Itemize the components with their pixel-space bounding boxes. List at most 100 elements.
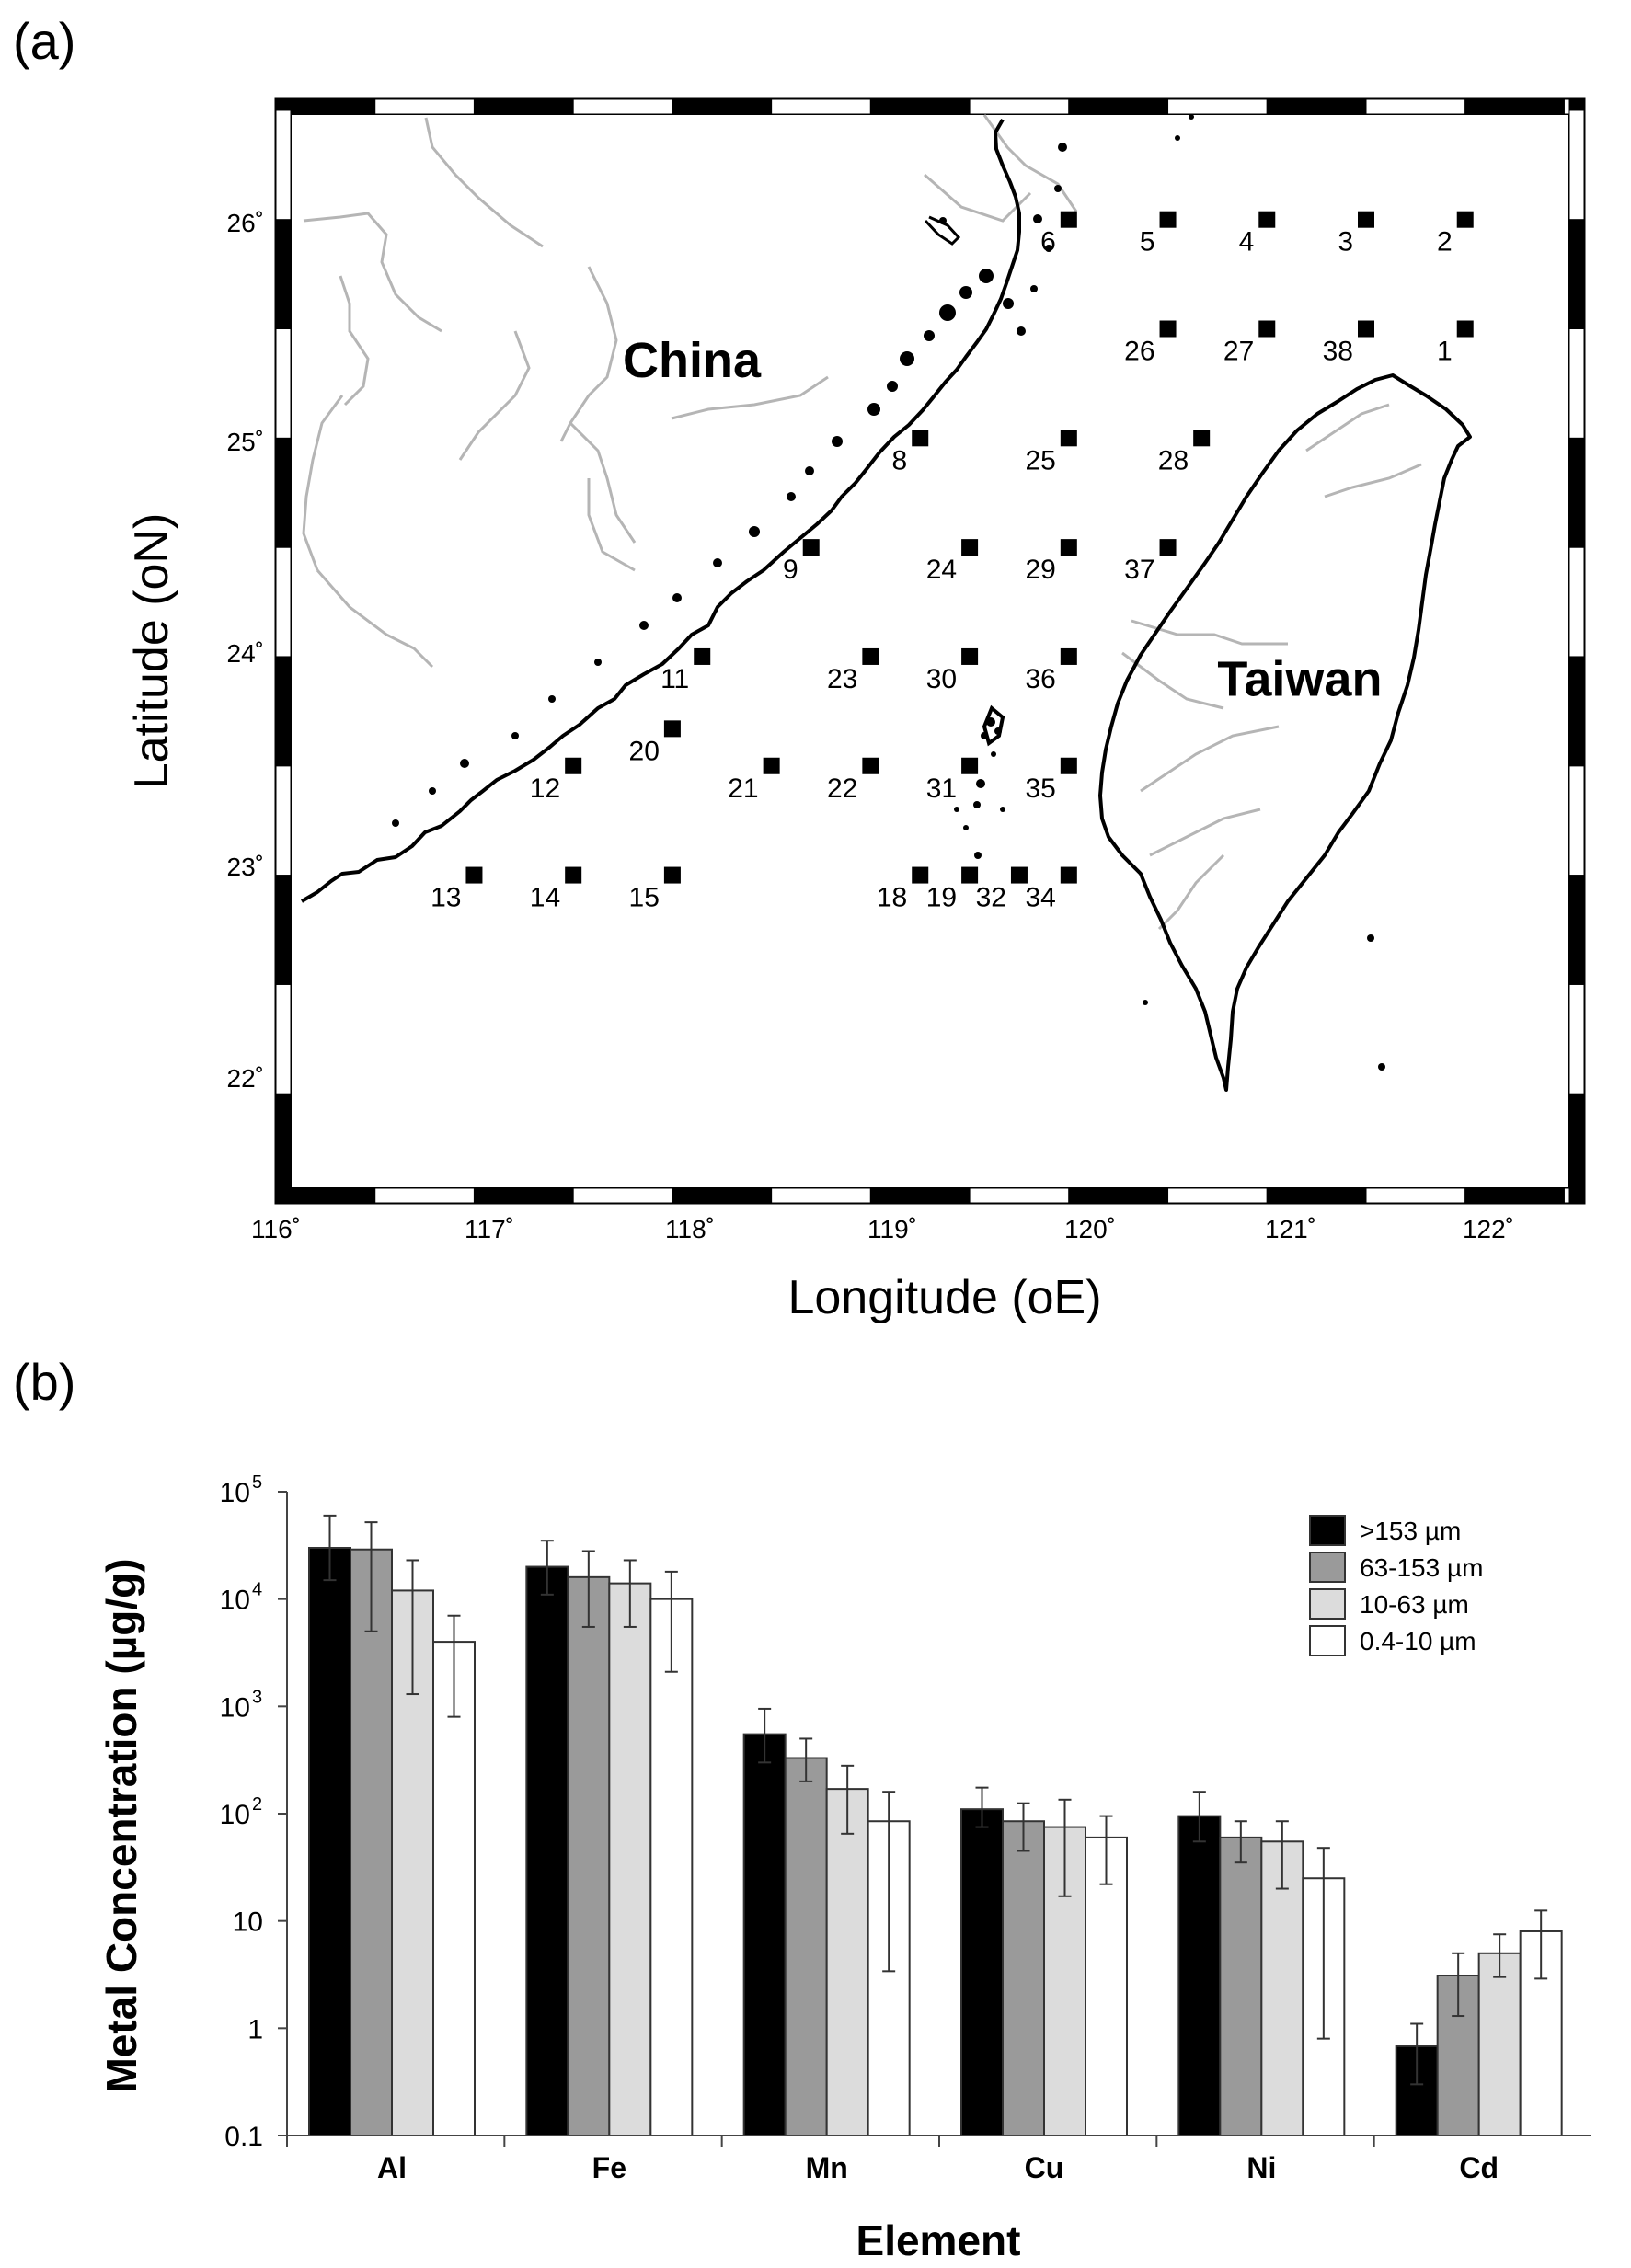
station-marker-38 [1358, 320, 1374, 338]
station-marker-26 [1159, 320, 1177, 338]
station-label-38: 38 [1323, 337, 1353, 367]
bar-cd-series-2 [1477, 1952, 1522, 2137]
bar-cu-series-1 [1002, 1820, 1045, 2137]
station-label-3: 3 [1338, 227, 1353, 258]
bar-y-tick-exponent: 2 [252, 1794, 262, 1815]
frame-segment-bottom [1068, 1187, 1169, 1204]
station-label-24: 24 [926, 555, 957, 585]
frame-segment-bottom [572, 1187, 673, 1204]
panel-b-label: (b) [13, 1353, 75, 1411]
bar-y-tick-exponent: 5 [252, 1472, 262, 1493]
frame-segment-right [1568, 219, 1585, 330]
frame-segment-right [1568, 875, 1585, 985]
station-label-20: 20 [629, 736, 660, 766]
bar-mn-series-1 [784, 1757, 828, 2136]
frame-segment-right [1568, 765, 1585, 876]
bar-cu-series-3 [1085, 1836, 1128, 2136]
frame-segment-left [275, 219, 292, 330]
frame-segment-top [1167, 98, 1268, 115]
bar-y-tick-label: 10 [233, 1907, 263, 1938]
frame-segment-left [275, 1093, 292, 1204]
station-marker-6 [1060, 211, 1077, 228]
frame-segment-left [275, 109, 292, 221]
frame-segment-right [1568, 109, 1585, 221]
station-label-2: 2 [1437, 227, 1453, 258]
rivers [302, 114, 1422, 931]
frame-segment-left [275, 656, 292, 767]
bar-y-axis-title: Metal Concentration (µg/g) [98, 1558, 145, 2092]
y-tick-26: 26˚ [227, 209, 264, 237]
x-tick-120: 120˚ [1064, 1215, 1116, 1243]
frame-segment-bottom [869, 1187, 971, 1204]
map-y-axis-title: Latitude (oN) [125, 513, 178, 790]
station-label-6: 6 [1040, 227, 1056, 258]
frame-segment-bottom [771, 1187, 871, 1204]
station-label-11: 11 [660, 664, 689, 694]
station-label-36: 36 [1025, 664, 1055, 694]
map-panel: 116˚ 117˚ 118˚ 119˚ 120˚ 121˚ 122˚ 26˚ 2… [125, 97, 1586, 1324]
station-label-15: 15 [629, 883, 660, 913]
bar-mn-series-0 [742, 1733, 787, 2137]
panel-a-label: (a) [13, 12, 75, 70]
station-label-32: 32 [976, 883, 1006, 913]
x-tick-121: 121˚ [1265, 1215, 1316, 1243]
bar-fe-series-0 [525, 1565, 569, 2136]
frame-segment-top [672, 98, 773, 115]
frame-segment-bottom [1464, 1187, 1565, 1204]
station-marker-2 [1456, 211, 1474, 228]
frame-segment-bottom [672, 1187, 773, 1204]
bar-y-tick-label: 10 [220, 1692, 250, 1723]
bar-fe-series-1 [567, 1575, 611, 2136]
bar-x-ticks: Al Fe Mn Cu Ni Cd [286, 2136, 1499, 2184]
station-marker-11 [694, 647, 711, 665]
station-marker-34 [1060, 866, 1077, 884]
bar-category-label-al: Al [377, 2151, 407, 2184]
station-marker-20 [663, 720, 681, 738]
station-marker-14 [565, 866, 582, 884]
bar-y-tick-exponent: 4 [252, 1580, 262, 1600]
legend-swatch-3 [1309, 1625, 1346, 1656]
frame-segment-top [1266, 98, 1367, 115]
frame-segment-top [1464, 98, 1565, 115]
legend-label-0: >153 µm [1360, 1517, 1461, 1545]
station-marker-35 [1060, 757, 1077, 774]
station-marker-28 [1193, 430, 1211, 447]
station-label-25: 25 [1025, 445, 1055, 475]
bar-x-axis-title: Element [856, 2216, 1021, 2264]
bar-fe-series-3 [649, 1598, 694, 2136]
station-marker-27 [1258, 320, 1276, 338]
station-label-4: 4 [1239, 227, 1255, 258]
station-marker-32 [1010, 866, 1028, 884]
frame-segment-left [275, 983, 292, 1094]
frame-segment-right [1568, 1093, 1585, 1204]
station-label-12: 12 [530, 773, 560, 804]
station-label-9: 9 [783, 555, 798, 585]
frame-segment-left [275, 765, 292, 876]
frame-segment-top [771, 98, 871, 115]
station-marker-5 [1159, 211, 1177, 228]
bar-y-tick-label: 10 [220, 1586, 250, 1616]
frame-segment-left [275, 875, 292, 985]
bar-legend: >153 µm 63-153 µm 10-63 µm 0.4-10 µm [1309, 1515, 1483, 1656]
station-marker-8 [912, 430, 929, 447]
station-label-28: 28 [1158, 445, 1189, 475]
station-marker-24 [961, 539, 979, 556]
station-marker-3 [1358, 211, 1374, 228]
frame-segment-top [969, 98, 1070, 115]
frame-segment-right [1568, 98, 1585, 111]
bar-y-tick-label: 10 [220, 1478, 250, 1508]
station-label-30: 30 [926, 664, 957, 694]
bar-y-tick-label: 1 [247, 2014, 263, 2045]
station-label-27: 27 [1223, 337, 1254, 367]
station-marker-22 [862, 757, 879, 774]
frame-segment-bottom [1266, 1187, 1367, 1204]
bar-category-label-fe: Fe [592, 2151, 626, 2184]
station-label-22: 22 [827, 773, 857, 804]
station-marker-31 [961, 757, 979, 774]
bar-category-label-cu: Cu [1025, 2151, 1064, 2184]
bar-al-series-1 [350, 1548, 393, 2136]
x-tick-119: 119˚ [867, 1215, 917, 1243]
